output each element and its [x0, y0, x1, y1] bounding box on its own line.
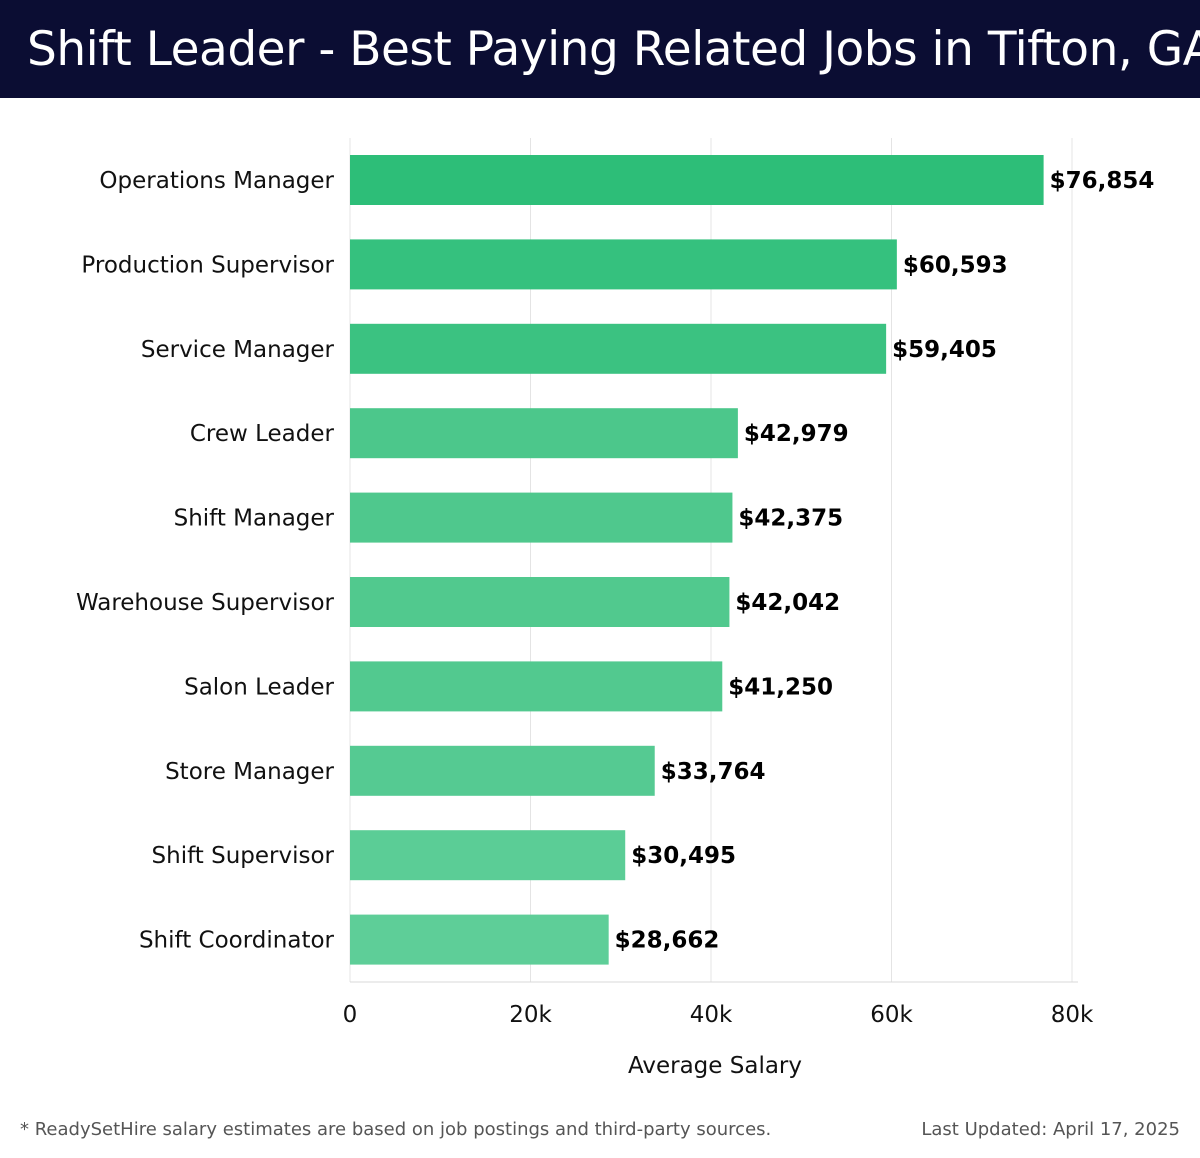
value-label: $76,854	[1050, 168, 1155, 194]
category-label: Warehouse Supervisor	[76, 590, 335, 616]
category-labels: Operations Manager Production Supervisor S…	[76, 168, 335, 954]
x-tick-labels: 0 20k 40k 60k 80k	[343, 1002, 1094, 1028]
salary-bar-chart: Operations Manager Production Supervisor S…	[76, 138, 1155, 1079]
bar	[350, 661, 723, 712]
header-banner: Shift Leader - Best Paying Related Jobs …	[0, 0, 1200, 98]
bar	[350, 323, 887, 374]
x-tick-label: 20k	[509, 1002, 552, 1028]
bar	[350, 492, 733, 543]
value-label: $30,495	[631, 843, 736, 869]
category-label: Shift Supervisor	[152, 843, 335, 869]
category-label: Salon Leader	[184, 674, 334, 700]
bar	[350, 914, 609, 965]
x-tick-label: 60k	[870, 1002, 913, 1028]
bar	[350, 745, 655, 796]
bar	[350, 577, 730, 627]
value-label: $42,979	[744, 421, 849, 447]
value-label: $59,405	[892, 337, 997, 363]
value-label: $42,375	[738, 506, 843, 532]
category-label: Production Supervisor	[81, 252, 334, 278]
value-label: $60,593	[903, 252, 1008, 278]
value-label: $28,662	[615, 928, 720, 954]
category-label: Shift Manager	[174, 506, 335, 532]
value-label: $41,250	[728, 674, 833, 700]
x-tick-label: 0	[343, 1002, 358, 1028]
x-tick-label: 80k	[1051, 1002, 1094, 1028]
bars	[350, 155, 1044, 965]
x-tick-label: 40k	[690, 1002, 733, 1028]
category-label: Crew Leader	[190, 421, 335, 447]
bar	[350, 155, 1044, 205]
value-label: $33,764	[661, 759, 766, 785]
value-labels: $76,854 $60,593 $59,405 $42,979 $42,375 $42,0…	[615, 168, 1155, 954]
bar	[350, 830, 626, 881]
footnote: * ReadySetHire salary estimates are base…	[20, 1119, 772, 1140]
value-label: $42,042	[735, 590, 840, 616]
x-axis-title: Average Salary	[628, 1053, 802, 1079]
last-updated: Last Updated: April 17, 2025	[921, 1119, 1180, 1140]
page-title: Shift Leader - Best Paying Related Jobs …	[27, 22, 1200, 77]
category-label: Shift Coordinator	[139, 928, 335, 954]
bar	[350, 408, 738, 459]
category-label: Service Manager	[141, 337, 335, 363]
category-label: Store Manager	[165, 759, 334, 785]
category-label: Operations Manager	[99, 168, 334, 194]
bar	[350, 239, 897, 290]
